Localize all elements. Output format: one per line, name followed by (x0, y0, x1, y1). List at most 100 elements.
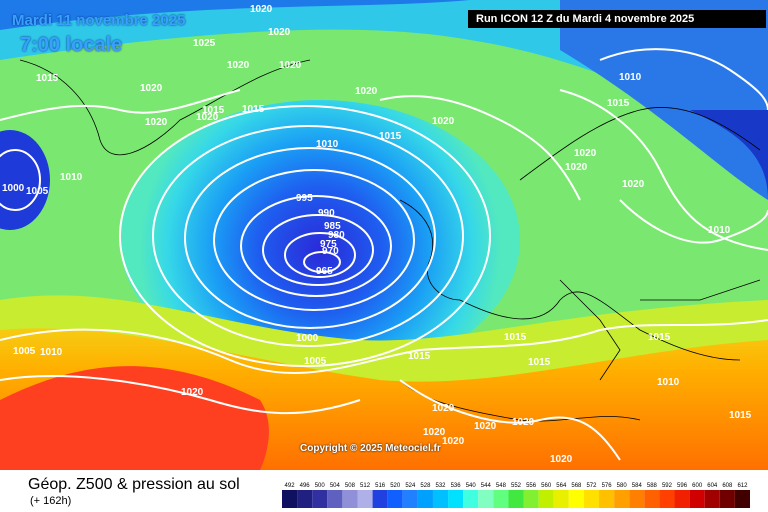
isobar-label: 1025 (193, 38, 216, 49)
scale-label: 572 (586, 483, 597, 489)
scale-swatch (659, 490, 675, 508)
scale-swatch (312, 490, 328, 508)
scale-swatch (538, 490, 554, 508)
scale-swatch (417, 490, 433, 508)
isobar-label: 1015 (528, 357, 551, 368)
isobar-label: 1020 (227, 60, 250, 71)
scale-label: 576 (602, 483, 613, 489)
scale-swatch (327, 490, 343, 508)
isobar-label: 1020 (355, 86, 378, 97)
field-east-low (690, 110, 768, 200)
scale-swatch (357, 490, 373, 508)
isobar-label: 1015 (607, 98, 630, 109)
isobar-label: 1020 (565, 162, 588, 173)
isobar-label: 1020 (181, 387, 204, 398)
scale-label: 580 (617, 483, 628, 489)
isobar-label: 1005 (26, 186, 49, 197)
isobar-label: 1000 (2, 183, 25, 194)
isobar-label: 1010 (60, 172, 83, 183)
scale-label: 588 (647, 483, 658, 489)
scale-swatch (387, 490, 403, 508)
color-scale: 492 496 500 504 508 512 516 520 524 528 532 536 540 5… (282, 483, 750, 508)
model-run-label: Run ICON 12 Z du Mardi 4 novembre 2025 (468, 10, 766, 28)
isobar-label: 1005 (13, 346, 36, 357)
isobar-label: 1020 (145, 117, 168, 128)
scale-swatch (448, 490, 464, 508)
scale-swatch (523, 490, 539, 508)
isobar-label: 1015 (504, 332, 527, 343)
scale-label: 504 (330, 483, 341, 489)
isobar-label: 1020 (140, 83, 163, 94)
scale-swatch (282, 490, 298, 508)
isobars (0, 48, 768, 461)
isobar-label: 1020 (196, 112, 219, 123)
scale-label: 516 (375, 483, 386, 489)
isobar-label: 1020 (423, 427, 446, 438)
scale-label: 524 (405, 483, 416, 489)
scale-label: 604 (707, 483, 718, 489)
scale-label: 544 (481, 483, 492, 489)
isobar-label: 1010 (708, 225, 731, 236)
field-north-deep (0, 0, 470, 30)
isobar-label: 985 (324, 221, 341, 232)
scale-swatch (583, 490, 600, 508)
isobar-label: 1015 (729, 410, 752, 421)
isobar-label: 970 (322, 246, 339, 257)
scale-swatch (674, 490, 690, 508)
scale-swatch (704, 490, 720, 508)
isobar-label: 1015 (648, 332, 671, 343)
isobar-label: 1020 (622, 179, 645, 190)
scale-label: 512 (360, 483, 371, 489)
scale-label: 608 (722, 483, 733, 489)
isobar-label: 1020 (442, 436, 465, 447)
scale-label: 568 (571, 483, 582, 489)
isobar-label: 1010 (657, 377, 680, 388)
scale-swatch (508, 490, 524, 508)
scale-swatch (463, 490, 479, 508)
isobar-label: 1020 (474, 421, 497, 432)
isobar-label: 1020 (512, 417, 535, 428)
scale-label: 500 (315, 483, 326, 489)
scale-swatch (478, 490, 494, 508)
scale-label: 540 (466, 483, 477, 489)
isobar-label: 980 (328, 230, 345, 241)
legend-subtitle: (+ 162h) (30, 495, 72, 507)
isobar-label: 1005 (304, 356, 327, 367)
coastlines (19, 59, 761, 422)
scale-swatch (599, 490, 615, 508)
scale-label: 508 (345, 483, 356, 489)
forecast-date: Mardi 11 novembre 2025 (12, 12, 186, 29)
legend-title: Géop. Z500 & pression au sol (28, 476, 240, 493)
scale-swatch (568, 490, 584, 508)
isobar-label: 965 (316, 266, 333, 277)
scale-swatch (493, 490, 509, 508)
isobar-label: 1020 (268, 27, 291, 38)
scale-label: 532 (436, 483, 447, 489)
scale-label: 552 (511, 483, 522, 489)
scale-label: 596 (677, 483, 688, 489)
isobar-label: 1000 (296, 333, 319, 344)
isobar-label: 1020 (279, 60, 302, 71)
isobar-label: 975 (320, 239, 337, 250)
scale-swatch (629, 490, 645, 508)
isobar-label: 1010 (619, 72, 642, 83)
scale-label: 560 (541, 483, 552, 489)
isobar-label: 1020 (432, 403, 455, 414)
isobar-label: 1010 (40, 347, 63, 358)
isobar-label: 1020 (574, 148, 597, 159)
scale-swatch (432, 490, 449, 508)
isobar-label: 1015 (242, 104, 265, 115)
scale-label: 528 (420, 483, 431, 489)
isobar-label: 1015 (408, 351, 431, 362)
isobar-label: 990 (318, 208, 335, 219)
isobar-label: 1015 (379, 131, 402, 142)
scale-swatch (734, 490, 750, 508)
scale-swatch (342, 490, 358, 508)
scale-swatch (297, 490, 313, 508)
scale-label: 536 (451, 483, 462, 489)
scale-label: 584 (632, 483, 643, 489)
forecast-time: 7:00 locale (20, 34, 123, 56)
isobar-label: 1015 (202, 105, 225, 116)
scale-label: 520 (390, 483, 401, 489)
